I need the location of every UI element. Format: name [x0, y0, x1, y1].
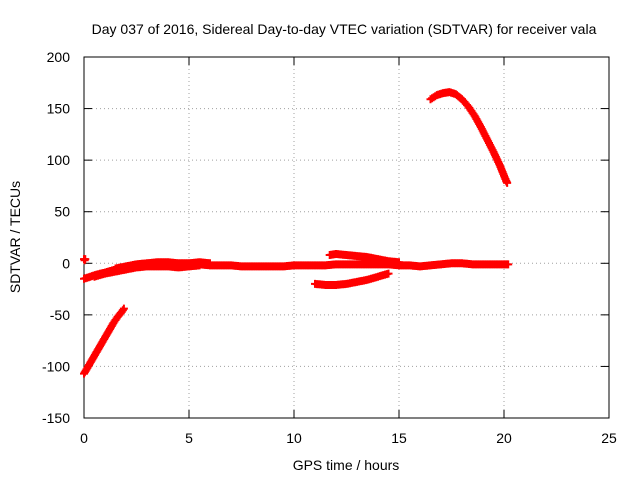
y-axis-title: SDTVAR / TECUs — [7, 181, 23, 293]
x-tick-label: 0 — [80, 430, 88, 446]
y-tick-label: -50 — [50, 307, 70, 323]
x-tick-label: 20 — [496, 430, 512, 446]
plot-frame — [83, 56, 610, 419]
y-tick-label: -150 — [42, 410, 70, 426]
data-series-track — [311, 269, 393, 289]
chart-title: Day 037 of 2016, Sidereal Day-to-day VTE… — [92, 21, 597, 37]
y-tick-label: 0 — [62, 255, 70, 271]
y-tick-label: 200 — [47, 49, 71, 65]
data-series-track — [80, 304, 128, 378]
data-point — [384, 269, 393, 278]
axis-ticks: 0 5 10 15 20 25 -150 -100 -50 0 50 100 150 200 — [42, 49, 617, 446]
data-point — [119, 304, 128, 313]
data-series-track — [111, 258, 214, 273]
data-series-track — [426, 88, 512, 187]
data-point — [504, 260, 513, 269]
x-tick-label: 10 — [286, 430, 302, 446]
data-series-track — [80, 255, 90, 265]
y-tick-label: -100 — [42, 358, 70, 374]
data-series — [80, 88, 513, 378]
data-point — [118, 306, 127, 315]
y-tick-label: 150 — [47, 101, 71, 117]
x-tick-label: 25 — [601, 430, 617, 446]
grid-lines — [84, 57, 609, 418]
data-point — [503, 178, 512, 187]
y-tick-label: 100 — [47, 152, 71, 168]
data-point — [395, 258, 403, 267]
x-tick-label: 5 — [185, 430, 193, 446]
data-series-track — [325, 250, 403, 267]
data-point — [206, 259, 214, 268]
x-axis-title: GPS time / hours — [293, 457, 400, 473]
y-tick-label: 50 — [54, 204, 70, 220]
data-point — [81, 255, 90, 264]
x-tick-label: 15 — [391, 430, 407, 446]
